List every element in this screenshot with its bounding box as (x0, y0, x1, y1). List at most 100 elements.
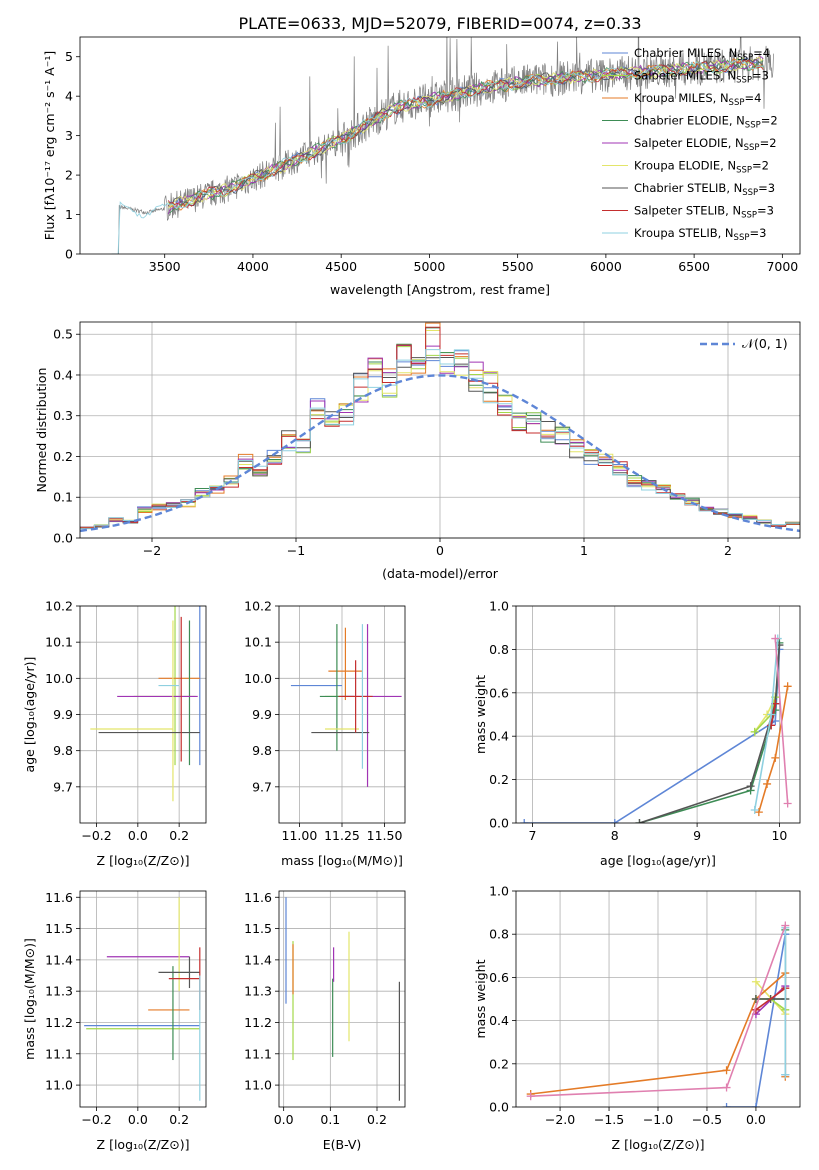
x-tick-label: 4500 (325, 259, 357, 274)
y-tick-label: 0.2 (53, 449, 73, 464)
x-tick-label: 0.1 (320, 1112, 340, 1127)
weight-marker (751, 977, 760, 986)
legend-nssp: =2 (752, 159, 769, 173)
legend-nssp: =4 (744, 91, 761, 105)
x-tick-label: −0.2 (81, 828, 111, 843)
x-tick-label: 11.00 (282, 828, 318, 843)
y-tick-label: 4 (65, 89, 73, 104)
y-tick-label: 0.6 (489, 685, 509, 700)
weight-marker (635, 819, 644, 823)
legend-nssp: =3 (752, 69, 769, 83)
chart-mass-weight-vs-Z: −2.0 −1.5 −1.0 −0.5 0.0 0.0 0.2 0.4 0.6 0.8 1.0 Z [… (473, 884, 801, 1152)
weight-line-7 (639, 645, 781, 823)
x-tick-label: 0.0 (746, 1112, 766, 1127)
x-tick-label: −2 (143, 543, 161, 558)
y-tick-label: 2 (65, 168, 73, 183)
legend-nssp: =3 (749, 226, 766, 240)
x-tick-label: 5000 (414, 259, 446, 274)
y-axis-label: mass weight (473, 959, 488, 1038)
legend-subscript: SSP (741, 211, 757, 221)
legend-nssp: =3 (758, 181, 775, 195)
y-tick-label: 11.0 (45, 1078, 73, 1093)
y-tick-label: 11.0 (244, 1078, 272, 1093)
weight-marker (722, 1083, 731, 1092)
y-tick-label: 9.9 (53, 707, 73, 722)
plot-area (84, 897, 201, 1101)
y-tick-label: 11.1 (45, 1046, 73, 1061)
y-axis-label: Normed distribution (34, 368, 49, 493)
weight-marker (767, 710, 776, 719)
y-tick-label: 11.6 (45, 890, 73, 905)
y-tick-label: 11.2 (244, 1015, 272, 1030)
y-tick-label: 0.4 (489, 729, 509, 744)
x-tick-label: −2.0 (545, 1112, 575, 1127)
weight-marker (746, 782, 755, 791)
chart-mass-vs-Z: −0.2 0.0 0.2 11.0 11.1 11.2 11.3 11.4 11.5 11.6 Z … (22, 890, 207, 1152)
data-spectrum-line (111, 37, 774, 254)
y-axis-label: mass weight (473, 675, 488, 754)
x-tick-label: 7 (528, 828, 536, 843)
legend-label: Salpeter MILES, NSSP=3 (634, 69, 769, 86)
x-axis-label: age [log₁₀(age/yr)] (600, 853, 716, 868)
weight-marker (750, 727, 759, 736)
weight-marker (763, 779, 772, 788)
weight-marker (781, 1070, 790, 1079)
x-tick-label: 4000 (237, 259, 269, 274)
x-tick-label: 0.0 (128, 1112, 148, 1127)
y-tick-label: 10.1 (45, 635, 73, 650)
x-tick-label: 10 (771, 828, 787, 843)
x-tick-label: −0.5 (692, 1112, 722, 1127)
axes-frame (278, 605, 406, 824)
plot-area (90, 606, 201, 802)
errorbar-point-6 (90, 620, 174, 802)
axes-frame (79, 890, 207, 1108)
y-axis-label: Flux [fλ10⁻¹⁷ erg cm⁻² s⁻¹ A⁻¹] (42, 51, 57, 240)
y-tick-label: 11.1 (244, 1046, 272, 1061)
x-tick-label: 3500 (149, 259, 181, 274)
errorbar-point-5 (342, 624, 402, 787)
y-tick-label: 10.0 (45, 671, 73, 686)
y-tick-label: 1 (65, 207, 73, 222)
weight-marker (783, 682, 792, 691)
y-tick-label: 11.4 (45, 952, 73, 967)
weight-marker (722, 1103, 731, 1107)
chart-age-vs-mass: 11.00 11.25 11.50 9.7 9.8 9.9 10.0 10.1 10.2 mass… (244, 599, 406, 868)
legend-nssp: =2 (761, 114, 778, 128)
x-axis-label: Z [log₁₀(Z/Z⊙)] (97, 1137, 190, 1152)
model-line-9 (111, 58, 765, 254)
y-tick-label: 0 (65, 247, 73, 262)
legend-subscript: SSP (742, 188, 758, 198)
legend-subscript: SSP (729, 98, 745, 108)
legend-label: Kroupa ELODIE, NSSP=2 (634, 159, 769, 176)
y-tick-label: 0.6 (489, 970, 509, 985)
x-tick-label: 0.0 (128, 828, 148, 843)
y-tick-label: 11.5 (244, 921, 272, 936)
plot-area (80, 322, 800, 533)
legend-label: Chabrier STELIB, NSSP=3 (634, 181, 775, 198)
y-tick-label: 0.1 (53, 490, 73, 505)
chart-mass-weight-vs-age: 7 8 9 10 0.0 0.2 0.4 0.6 0.8 1.0 age [log₁₀(age/yr… (473, 599, 801, 868)
y-tick-label: 9.7 (53, 779, 73, 794)
x-tick-label: 11.25 (324, 828, 360, 843)
chart-residuals: −2 −1 0 1 2 0.0 0.1 0.2 0.3 0.4 0.5 (data-model)/er… (34, 321, 801, 581)
errorbar-point-4 (319, 624, 354, 751)
y-tick-label: 11.5 (45, 921, 73, 936)
y-tick-label: 10.2 (244, 599, 272, 614)
legend-label: Kroupa MILES, NSSP=4 (634, 91, 761, 108)
legend-subscript: SSP (745, 121, 761, 131)
x-tick-label: 0 (436, 543, 444, 558)
legend-subscript: SSP (744, 143, 760, 153)
errorbar-point-3 (328, 627, 363, 701)
legend-nssp: =4 (753, 46, 770, 60)
weight-marker (526, 1092, 535, 1101)
weight-marker (781, 921, 790, 930)
weight-marker (771, 634, 780, 643)
errorbar-point-7 (158, 956, 200, 989)
figure-title: PLATE=0633, MJD=52079, FIBERID=0074, z=0… (238, 14, 641, 33)
legend-label: Chabrier MILES, NSSP=4 (634, 46, 770, 63)
model-line-6 (168, 56, 764, 209)
y-tick-label: 9.9 (252, 707, 272, 722)
y-tick-label: 0.5 (53, 327, 73, 342)
model-line-8 (167, 58, 764, 208)
x-tick-label: 11.50 (367, 828, 403, 843)
